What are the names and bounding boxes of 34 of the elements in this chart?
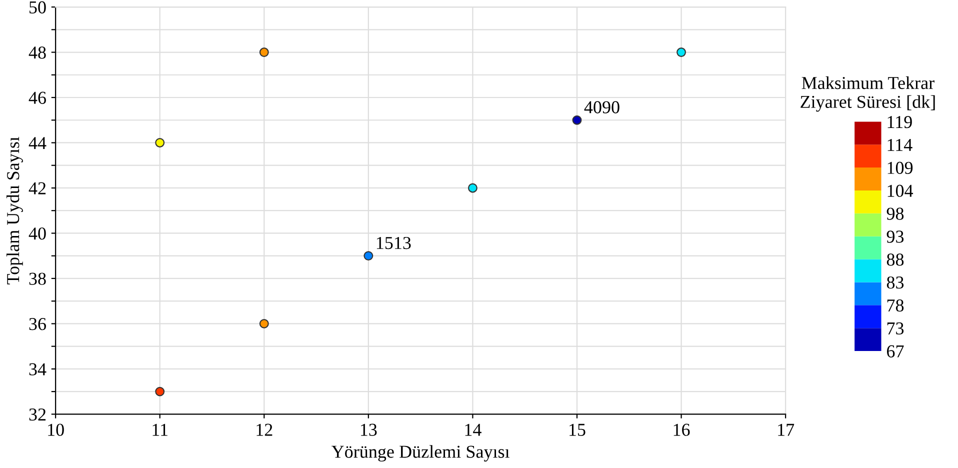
y-tick-label: 50 [30,1,46,14]
color-bar-label: 114 [888,138,912,151]
y-tick-label: 48 [28,46,46,59]
y-tick-label: 32 [29,408,46,421]
y-tick-label: 40 [28,227,46,240]
x-tick-label: 12 [256,424,272,436]
color-bar-label: 73 [887,322,904,335]
color-bar-label: 119 [888,116,912,128]
x-tick-label: 16 [674,424,690,436]
x-tick-label: 17 [778,424,794,436]
color-bar-label: 104 [888,184,914,197]
annotation: 4090 [584,101,620,114]
y-tick-label: 46 [28,92,46,104]
color-bar-label: 67 [886,345,904,358]
color-bar-label: 98 [886,208,904,220]
annotation: 1513 [376,236,411,250]
y-tick-label: 38 [29,272,46,285]
color-bar-title: Maksimum Tekrar Ziyaret Süresi [dk] [800,76,935,112]
color-bar-label: 78 [887,299,904,312]
x-tick-label: 10 [48,424,64,436]
y-tick-label: 34 [29,363,46,376]
x-tick-label: 15 [570,424,586,436]
x-tick-label: 11 [152,424,168,436]
y-axis-title: Toplam Uydu Sayısı [6,136,23,284]
color-bar-label: 88 [886,254,904,266]
color-bar-label: 83 [886,276,904,289]
y-tick-label: 42 [28,182,46,194]
color-bar-label: 93 [886,230,904,243]
y-tick-label: 44 [28,137,46,150]
x-axis-title: Yörünge Düzlemi Sayısı [332,445,510,462]
color-bar-label: 109 [888,162,913,174]
x-tick-label: 14 [465,424,482,436]
y-tick-label: 36 [29,318,46,330]
x-tick-label: 13 [360,424,377,436]
